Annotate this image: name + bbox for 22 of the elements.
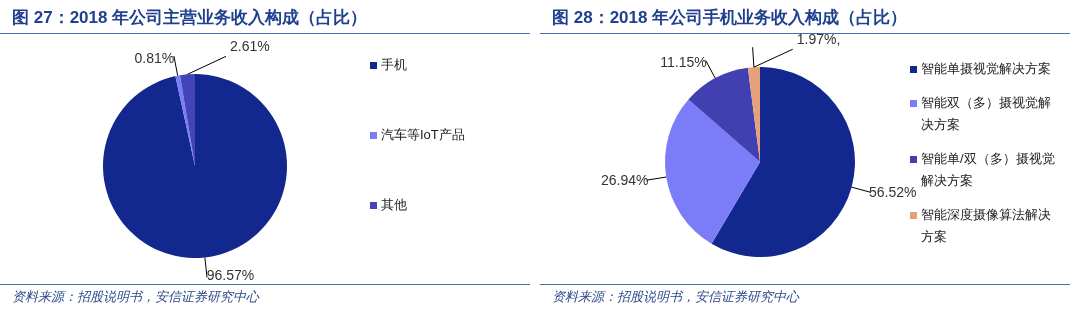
data-label: 26.94% <box>600 171 649 188</box>
chart-title: 图 28：2018 年公司手机业务收入构成（占比） <box>552 8 908 27</box>
legend-label: 汽车等IoT产品 <box>381 126 465 144</box>
pie-slice <box>665 99 760 244</box>
text: 资料来源：招股说明书，安信证券研究中心 <box>552 288 801 306</box>
legend-label: 智能单摄视觉解决方案 <box>921 60 1051 78</box>
legend-label: 智能深度摄像算法解决方案 <box>921 206 1052 246</box>
pie-slice <box>711 67 855 257</box>
legend-label: 智能双（多）摄视觉解决方案 <box>921 94 1052 134</box>
legend-label: 智能单/双（多）摄视觉解决方案 <box>921 150 1056 190</box>
chart-title: 图 27：2018 年公司主营业务收入构成（占比） <box>0 0 530 34</box>
pie-slice <box>688 67 760 162</box>
data-label: 96.57% <box>206 267 255 284</box>
text: 资料来源：招股说明书，安信证券研究中心 <box>12 288 261 306</box>
legend-label: 手机 <box>381 56 407 74</box>
data-label: 56.52% <box>868 183 917 200</box>
data-label: 2.61% <box>229 38 270 55</box>
data-label: 0.81% <box>134 49 175 66</box>
pie-slice <box>103 74 287 258</box>
data-label: 1.97%, <box>796 31 841 48</box>
legend-label: 其他 <box>381 196 407 214</box>
data-label: 11.15% <box>660 54 707 71</box>
